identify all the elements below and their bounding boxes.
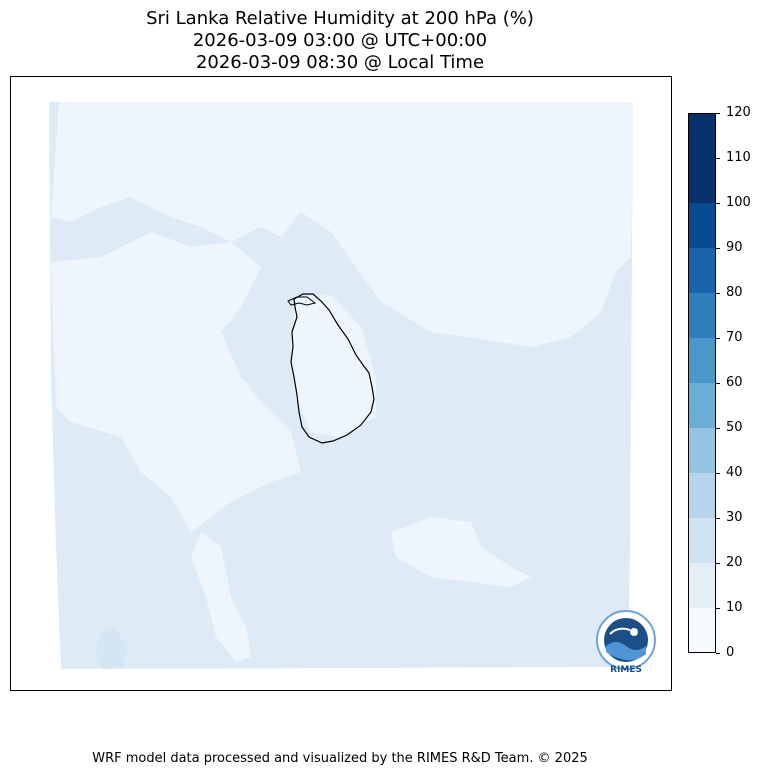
colorbar-band-30	[688, 473, 716, 518]
colorbar-band-40	[688, 428, 716, 473]
colorbar-tickmark	[716, 293, 720, 294]
sri-lanka-coastline	[290, 293, 375, 444]
colorbar-band-90	[688, 203, 716, 248]
colorbar-band-80	[688, 248, 716, 293]
map-plot-area	[10, 76, 672, 691]
colorbar-band-20	[688, 518, 716, 563]
colorbar-tickmark	[716, 428, 720, 429]
colorbar-tickmark	[716, 248, 720, 249]
colorbar-tick-label: 10	[726, 600, 743, 615]
chart-title: Sri Lanka Relative Humidity at 200 hPa (…	[146, 8, 534, 29]
colorbar-tick-label: 0	[726, 645, 735, 660]
colorbar-tick-label: 80	[726, 285, 743, 300]
rimes-logo	[590, 608, 662, 680]
colorbar-tickmark	[716, 608, 720, 609]
field-band-0-10-west	[51, 232, 301, 532]
field-band-0-10-north	[51, 102, 633, 347]
colorbar-tick-label: 60	[726, 375, 743, 390]
colorbar-tickmark	[716, 338, 720, 339]
colorbar-tickmark	[716, 203, 720, 204]
jaffna-peninsula	[287, 296, 317, 306]
colorbar-tickmark	[716, 563, 720, 564]
colorbar-tickmark	[716, 653, 720, 654]
colorbar-tick-label: 90	[726, 240, 743, 255]
colorbar-tickmark	[716, 113, 720, 114]
colorbar-tickmark	[716, 383, 720, 384]
chart-subtitle-local: 2026-03-09 08:30 @ Local Time	[195, 52, 485, 73]
colorbar-tickmark	[716, 158, 720, 159]
field-band-20-30-patch	[96, 627, 126, 669]
colorbar-band-10	[688, 563, 716, 608]
colorbar-tick-label: 100	[726, 195, 751, 210]
colorbar-band-70	[688, 293, 716, 338]
colorbar-band-110	[688, 113, 716, 158]
chart-subtitle-utc: 2026-03-09 03:00 @ UTC+00:00	[192, 30, 488, 51]
colorbar-band-0	[688, 608, 716, 653]
colorbar-tick-label: 110	[726, 150, 751, 165]
colorbar-tickmark	[716, 473, 720, 474]
field-band-0-10-channel	[191, 532, 251, 662]
humidity-map	[49, 102, 633, 669]
colorbar-tick-label: 50	[726, 420, 743, 435]
colorbar-tick-label: 30	[726, 510, 743, 525]
colorbar-tick-label: 40	[726, 465, 743, 480]
colorbar-tick-label: 70	[726, 330, 743, 345]
field-band-0-10-island	[291, 295, 376, 437]
colorbar-tick-label: 20	[726, 555, 743, 570]
colorbar-band-50	[688, 383, 716, 428]
colorbar-band-100	[688, 158, 716, 203]
colorbar-tick-label: 120	[726, 105, 751, 120]
logo-label: RIMES	[610, 665, 642, 675]
colorbar	[688, 113, 716, 653]
colorbar-band-60	[688, 338, 716, 383]
colorbar-tickmark	[716, 518, 720, 519]
footer-credit: WRF model data processed and visualized …	[92, 751, 588, 766]
field-band-0-10-south	[391, 517, 531, 587]
